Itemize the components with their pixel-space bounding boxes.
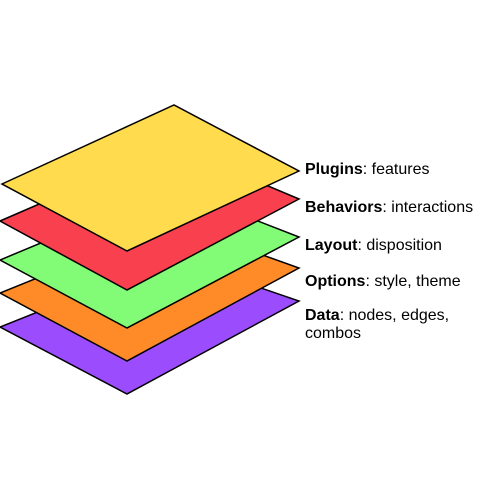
layer-detail-line2: combos xyxy=(305,325,362,342)
layer-name: Data xyxy=(305,307,340,324)
layer-label-options: Options: style, theme xyxy=(305,273,461,291)
layer-plugins-shape xyxy=(0,104,301,252)
layer-detail: : features xyxy=(362,161,430,178)
layer-label-plugins: Plugins: features xyxy=(305,161,429,179)
layer-name: Layout xyxy=(305,237,358,254)
layer-name: Plugins xyxy=(305,161,363,178)
layer-name: Behaviors xyxy=(305,199,383,216)
layer-label-data: Data: nodes, edges, combos xyxy=(305,307,449,343)
layer-label-layout: Layout: disposition xyxy=(305,237,442,255)
layer-detail: : interactions xyxy=(382,199,474,216)
layer-name: Options xyxy=(305,273,366,290)
layer-label-behaviors: Behaviors: interactions xyxy=(305,199,473,217)
layer-detail: : nodes, edges, xyxy=(339,307,450,324)
layer-detail: : style, theme xyxy=(365,273,461,290)
layer-detail: : disposition xyxy=(357,237,442,254)
